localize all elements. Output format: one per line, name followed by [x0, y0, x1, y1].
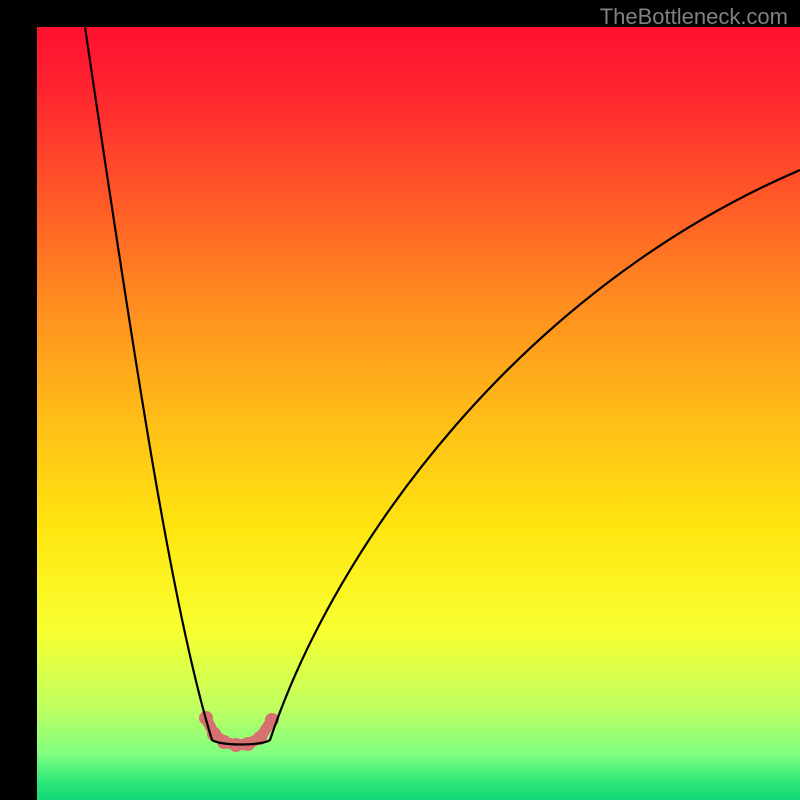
- frame-left: [0, 0, 37, 800]
- bottleneck-chart: [0, 0, 800, 800]
- watermark-text: TheBottleneck.com: [600, 4, 788, 30]
- plot-background-gradient: [37, 27, 800, 800]
